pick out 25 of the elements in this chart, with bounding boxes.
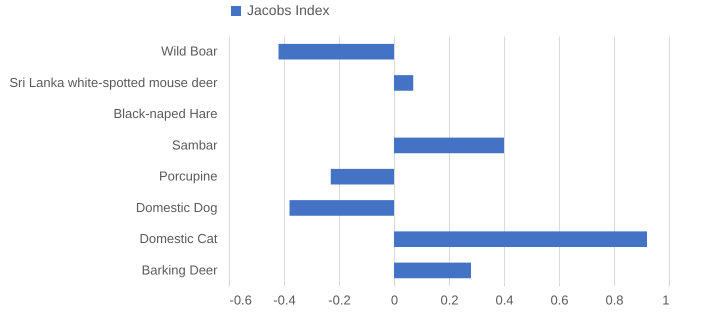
y-tick-label: Black-naped Hare [113,106,218,122]
bar [278,44,394,60]
bar [394,262,471,278]
y-tick-label: Porcupine [158,168,218,184]
y-tick-label: Barking Deer [142,262,218,278]
legend-label: Jacobs Index [247,2,330,18]
y-tick-label: Domestic Dog [136,200,218,215]
x-tick-label: -0.6 [230,292,252,308]
bar [394,138,504,154]
y-tick-label: Domestic Cat [139,231,218,246]
bar [330,168,394,184]
y-tick-label: Wild Boar [161,44,218,59]
x-tick-label: 0 [390,292,398,308]
x-tick-label: 0.4 [495,292,514,308]
x-tick-label: 0.8 [605,292,624,308]
x-tick-label: 0.2 [440,292,459,308]
y-tick-label: Sri Lanka white-spotted mouse deer [9,74,218,90]
x-tick-label: 0.6 [550,292,569,308]
bar [394,231,647,247]
x-tick-label: -0.4 [273,292,296,308]
bar [394,75,414,91]
bar [290,200,394,216]
x-tick-label: 1 [662,292,670,308]
x-tick-label: -0.2 [328,292,351,308]
y-tick-label: Sambar [172,137,218,152]
